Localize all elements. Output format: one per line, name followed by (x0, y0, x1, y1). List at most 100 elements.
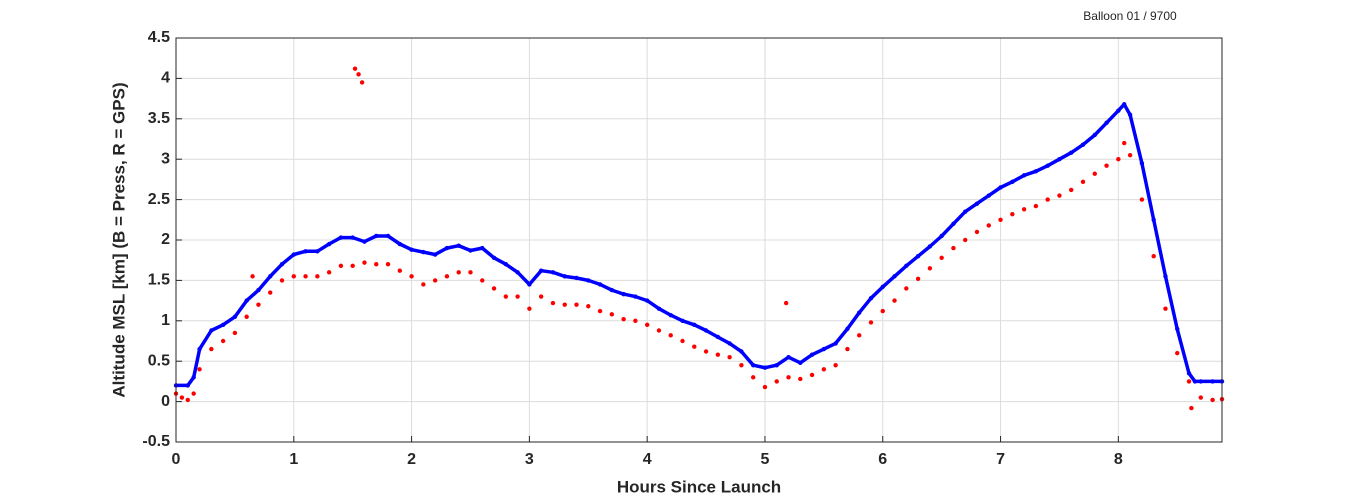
data-point (468, 248, 473, 253)
data-point (244, 298, 249, 303)
data-point (783, 300, 789, 306)
data-point (963, 237, 968, 243)
data-point (656, 328, 662, 333)
data-point (633, 318, 638, 323)
data-point (362, 260, 367, 265)
data-point (480, 245, 485, 251)
data-point (1057, 193, 1062, 198)
data-point (644, 298, 650, 303)
data-point (491, 255, 497, 260)
data-point (1069, 150, 1074, 155)
x-tick-label: 0 (172, 451, 181, 468)
data-point (1010, 179, 1015, 185)
data-point (821, 346, 827, 352)
data-point (880, 284, 885, 290)
data-point (586, 278, 591, 283)
data-point (727, 341, 732, 346)
data-point (550, 300, 556, 306)
data-point (739, 349, 744, 354)
data-point (703, 328, 709, 333)
data-point (185, 383, 190, 388)
data-point (303, 274, 308, 279)
x-tick-label: 7 (996, 451, 1005, 468)
data-point (191, 375, 196, 380)
data-point (456, 270, 461, 275)
data-point (397, 268, 403, 273)
data-point (197, 346, 202, 352)
y-tick-label: 0 (161, 393, 170, 410)
data-point (715, 334, 721, 340)
data-point (444, 245, 450, 251)
data-point (951, 221, 956, 227)
marks (173, 66, 1225, 411)
data-point (326, 270, 332, 275)
data-point (680, 338, 685, 344)
data-point (1033, 169, 1039, 174)
data-point (1175, 326, 1180, 332)
data-point (1151, 253, 1156, 259)
data-point (786, 375, 791, 380)
data-point (703, 349, 709, 354)
data-point (350, 263, 355, 269)
data-point (1139, 197, 1145, 202)
data-point (1139, 161, 1145, 166)
data-point (974, 201, 980, 206)
data-point (845, 346, 850, 352)
data-point (1189, 405, 1194, 411)
data-point (279, 262, 285, 267)
data-point (798, 360, 803, 366)
data-point (191, 391, 196, 396)
data-point (515, 270, 520, 275)
data-point (209, 346, 214, 352)
data-point (951, 245, 956, 251)
data-point (179, 395, 185, 400)
data-point (232, 330, 238, 336)
data-point (774, 363, 779, 368)
data-point (1045, 163, 1050, 168)
data-point (220, 338, 226, 344)
data-point (1163, 306, 1168, 311)
data-point (774, 379, 779, 384)
data-point (597, 308, 603, 314)
data-point (1163, 274, 1168, 279)
data-point (833, 341, 838, 346)
data-point (1198, 379, 1203, 384)
data-point (904, 286, 909, 291)
data-point (503, 294, 509, 299)
data-point (1210, 379, 1215, 384)
data-point (468, 270, 473, 275)
data-point (574, 275, 579, 281)
data-point (750, 375, 756, 380)
data-point (538, 294, 544, 299)
data-point (586, 304, 591, 309)
y-axis-label: Altitude MSL [km] (B = Press, R = GPS) (109, 82, 128, 397)
data-point (352, 66, 358, 71)
data-point (609, 312, 615, 317)
data-point (986, 223, 991, 228)
data-point (715, 352, 721, 357)
data-point (915, 276, 921, 281)
x-axis-label: Hours Since Launch (617, 477, 781, 496)
data-point (279, 278, 285, 283)
data-point (1021, 173, 1027, 178)
data-point (597, 282, 603, 287)
data-point (1104, 120, 1109, 126)
data-point (609, 287, 615, 293)
data-point (633, 294, 638, 299)
data-point (692, 322, 697, 328)
x-tick-label: 2 (407, 451, 416, 468)
data-point (856, 333, 862, 338)
data-point (1192, 379, 1198, 384)
y-tick-label: 1 (161, 312, 170, 329)
data-point (727, 354, 732, 360)
x-tick-label: 6 (878, 451, 887, 468)
data-point (432, 278, 438, 283)
data-point (1080, 142, 1086, 147)
data-point (562, 274, 567, 279)
y-tick-label: 2 (161, 231, 170, 248)
data-point (750, 363, 756, 368)
data-point (668, 312, 673, 318)
data-point (1057, 157, 1062, 162)
data-point (892, 298, 897, 303)
data-point (385, 233, 391, 239)
